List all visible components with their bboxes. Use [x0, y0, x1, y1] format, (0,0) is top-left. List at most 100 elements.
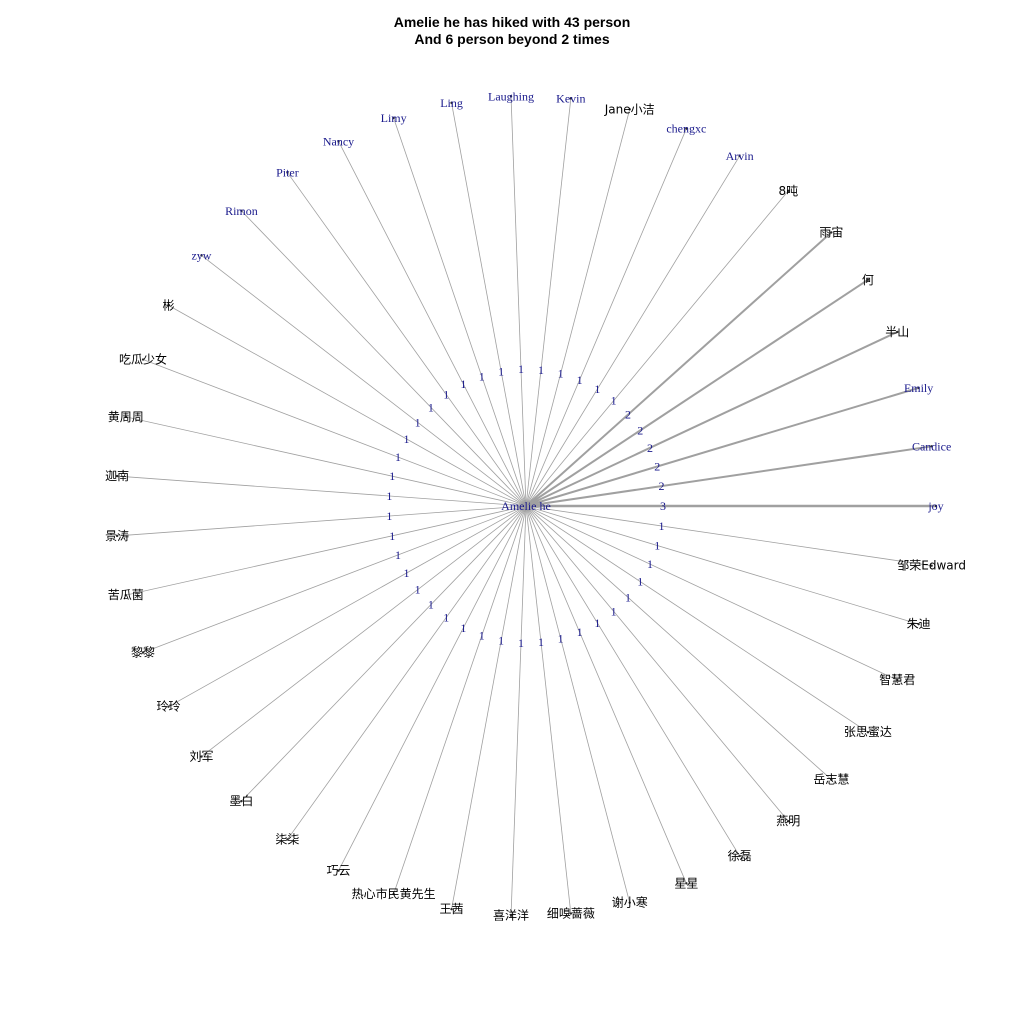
- edge-line: [525, 331, 898, 507]
- edge-line: [525, 505, 789, 822]
- node-point: [337, 140, 340, 143]
- edge-weight-label: 1: [386, 509, 392, 523]
- node-label: Candice: [912, 439, 951, 453]
- edge-weight-label: 1: [611, 394, 617, 408]
- node-label: 吃瓜少女: [119, 352, 167, 367]
- edge-line: [510, 505, 527, 916]
- edge-weight-label: 1: [389, 529, 395, 543]
- edge-line: [525, 109, 631, 507]
- edge-line: [125, 416, 527, 507]
- edge-line: [525, 155, 740, 507]
- node-point: [866, 278, 870, 281]
- edge-line: [338, 141, 527, 507]
- node-label: 雨宙: [819, 224, 843, 239]
- edge-weight-label: 1: [415, 415, 421, 429]
- node-label: 王茜: [440, 902, 464, 916]
- node-label: 徐磊: [728, 848, 752, 863]
- node-label: 燕明: [776, 814, 800, 828]
- edge-line: [525, 128, 687, 507]
- node-label: 柒柒: [275, 832, 299, 846]
- edges-layer: [115, 95, 938, 917]
- node-label: 星星: [674, 876, 698, 890]
- node-label: 墨白: [229, 793, 253, 808]
- edge-line: [451, 102, 527, 507]
- edge-line: [525, 190, 789, 507]
- node-label: 彬: [162, 298, 174, 312]
- node-label: Piter: [276, 166, 299, 180]
- node-label: 刘军: [189, 750, 213, 764]
- edge-line: [241, 210, 527, 507]
- node-label: 细嗅蔷薇: [547, 907, 595, 921]
- edge-line: [525, 445, 932, 507]
- node-label: Rimon: [225, 204, 258, 218]
- edge-line: [142, 359, 527, 507]
- node-point: [787, 189, 790, 193]
- edge-line: [525, 505, 687, 884]
- node-label: 岳志慧: [813, 772, 849, 787]
- node-point: [392, 892, 395, 896]
- node-point: [509, 95, 513, 98]
- node-point: [141, 358, 145, 361]
- edge-weight-label: 1: [460, 377, 466, 391]
- node-label: Limy: [381, 111, 407, 125]
- edge-line: [142, 505, 527, 653]
- edge-weight-label: 2: [654, 460, 660, 474]
- node-point: [392, 116, 395, 120]
- edge-line: [168, 304, 527, 507]
- edge-weight-label: 1: [404, 432, 410, 446]
- node-label: 智慧君: [879, 672, 915, 687]
- node-point: [124, 415, 128, 419]
- node-label: Ling: [440, 96, 463, 110]
- edge-line: [525, 231, 833, 507]
- edge-weight-label: 1: [479, 629, 485, 643]
- edge-weight-label: 1: [637, 575, 643, 589]
- node-label: 邹荣Edward: [897, 559, 966, 573]
- node-point: [200, 254, 203, 257]
- edge-weight-label: 2: [637, 423, 643, 437]
- node-label: Emily: [904, 381, 933, 395]
- node-label: 朱迪: [907, 617, 931, 631]
- node-point: [115, 474, 119, 478]
- edge-weight-label: 1: [386, 489, 392, 503]
- edge-weight-label: 1: [460, 621, 466, 635]
- edge-line: [525, 505, 919, 625]
- node-label: chengxc: [666, 122, 706, 136]
- node-point: [286, 171, 289, 174]
- edge-line: [201, 255, 527, 507]
- edge-line: [393, 117, 527, 507]
- edge-weight-label: 1: [428, 598, 434, 612]
- edge-line: [525, 505, 898, 681]
- edge-line: [338, 505, 527, 871]
- edge-line: [525, 278, 869, 507]
- edge-line: [525, 505, 869, 733]
- edge-weight-label: 1: [443, 610, 449, 624]
- edge-line: [525, 386, 919, 507]
- edge-weight-label: 2: [659, 479, 665, 493]
- node-label: Laughing: [488, 89, 534, 103]
- edge-weight-label: 1: [577, 625, 583, 639]
- edge-line: [510, 96, 527, 507]
- edge-weight-label: 1: [659, 519, 665, 533]
- node-point: [628, 108, 631, 111]
- edge-weight-label: 1: [594, 616, 600, 630]
- node-point: [628, 901, 631, 904]
- node-label: Nancy: [323, 134, 354, 148]
- node-label: 玲玲: [156, 700, 180, 714]
- edge-weight-label: 1: [647, 557, 653, 571]
- edge-weight-label: 2: [647, 441, 653, 455]
- node-label: 何: [862, 273, 874, 287]
- node-label: 半山: [885, 325, 909, 339]
- edge-weight-label: 1: [415, 583, 421, 597]
- edge-weight-label: 1: [558, 632, 564, 646]
- node-label: 8吨: [778, 184, 798, 198]
- node-point: [917, 386, 920, 390]
- edge-weight-label: 1: [498, 364, 504, 378]
- edge-line: [117, 475, 527, 507]
- edge-weight-label: 1: [558, 366, 564, 380]
- node-point: [167, 304, 170, 307]
- chart-title-line-1: Amelie he has hiked with 43 person: [393, 14, 631, 30]
- node-point: [569, 97, 573, 100]
- edge-line: [117, 505, 527, 537]
- edge-line: [125, 505, 527, 596]
- edge-weight-label: 1: [428, 400, 434, 414]
